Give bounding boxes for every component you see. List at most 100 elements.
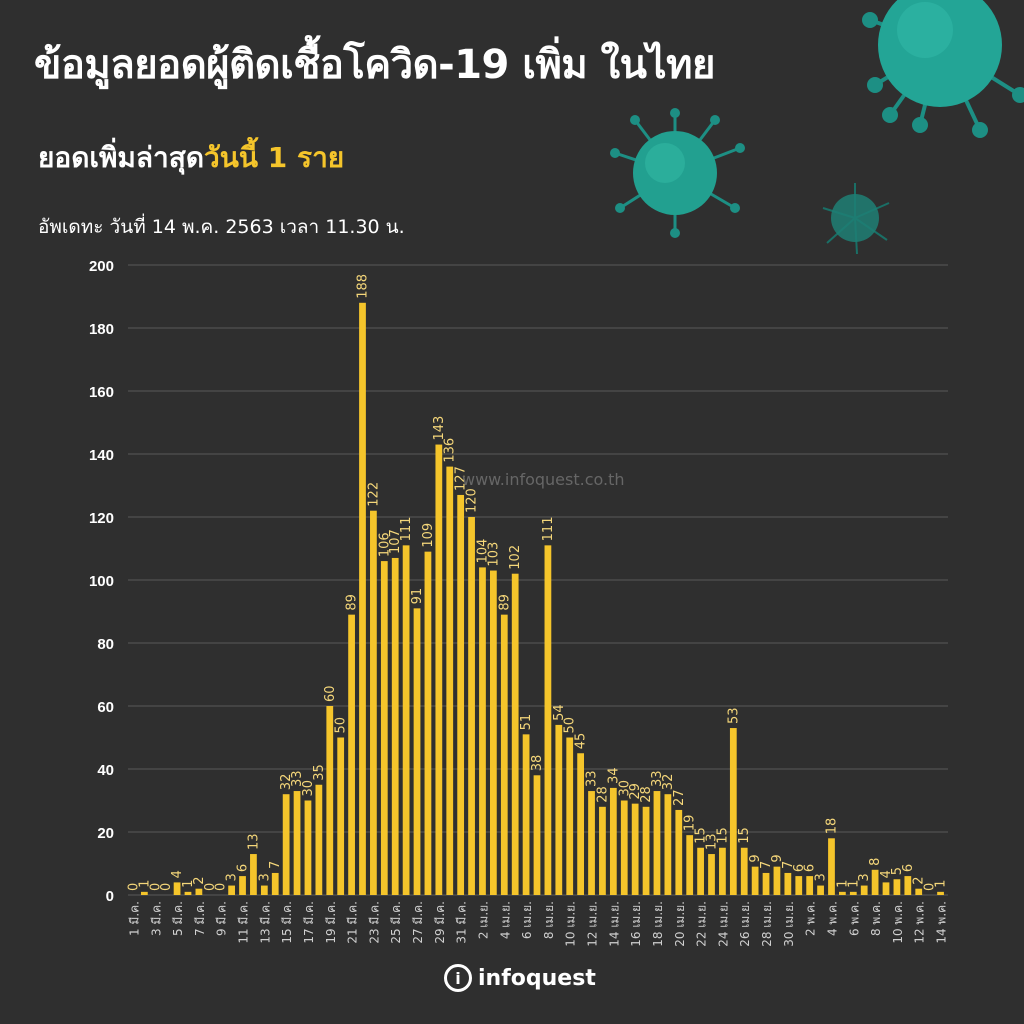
data-label: 0 (214, 883, 229, 891)
data-label: 188 (355, 274, 370, 299)
bar (849, 891, 857, 895)
x-tick-label: 8 เม.ย. (542, 901, 556, 939)
bar (228, 885, 235, 895)
data-label: 4 (879, 870, 894, 878)
data-label: 7 (781, 861, 796, 869)
bar (577, 753, 585, 895)
bar (500, 614, 508, 895)
data-label: 51 (519, 714, 534, 731)
data-label: 33 (290, 771, 305, 788)
y-tick-label: 40 (97, 762, 114, 779)
data-label: 3 (257, 873, 272, 881)
bar (348, 614, 355, 895)
data-label: 104 (475, 539, 490, 564)
x-tick-label: 4 เม.ย. (498, 901, 512, 939)
data-label: 38 (530, 755, 545, 772)
bar (653, 791, 661, 895)
data-label: 28 (639, 786, 654, 803)
y-tick-label: 200 (89, 258, 114, 275)
data-label: 3 (857, 873, 872, 881)
y-tick-label: 140 (89, 447, 114, 464)
bar (817, 885, 824, 895)
update-timestamp: อัพเดทะ วันที่ 14 พ.ค. 2563 เวลา 11.30 น… (38, 216, 405, 238)
watermark: www.infoquest.co.th (462, 470, 625, 489)
data-label: 6 (901, 864, 916, 872)
bar (239, 876, 246, 895)
data-label: 50 (334, 717, 349, 734)
bar (402, 545, 410, 895)
bar (708, 854, 715, 895)
x-tick-label: 13 มี.ค. (258, 901, 272, 944)
y-tick-label: 180 (89, 321, 114, 338)
y-tick-label: 80 (97, 636, 114, 653)
data-label: 107 (388, 529, 403, 554)
x-tick-label: 31 มี.ค. (455, 901, 469, 944)
bar (675, 809, 683, 895)
y-tick-label: 60 (97, 699, 114, 716)
bar (184, 891, 192, 895)
bar (173, 882, 181, 895)
x-tick-label: 14 เม.ย. (607, 901, 621, 947)
x-tick-label: 29 มี.ค. (433, 901, 447, 944)
x-tick-label: 1 มี.ค. (127, 901, 141, 936)
bar (609, 787, 617, 895)
bar (664, 794, 672, 895)
data-label: 18 (824, 818, 839, 835)
bar (533, 775, 541, 895)
data-label: 32 (279, 774, 294, 791)
data-label: 29 (628, 783, 643, 800)
data-label: 0 (923, 883, 938, 891)
bar (915, 888, 923, 895)
data-label: 15 (715, 827, 730, 844)
bar (860, 885, 868, 895)
data-label: 8 (868, 858, 883, 866)
x-tick-label: 6 พ.ค. (847, 901, 861, 936)
x-tick-label: 19 มี.ค. (324, 901, 338, 944)
x-tick-label: 24 เม.ย. (716, 901, 730, 947)
bar (697, 847, 704, 895)
data-label: 91 (410, 588, 425, 605)
data-label: 109 (421, 523, 436, 548)
data-label: 30 (301, 780, 316, 797)
bar (871, 869, 879, 895)
bar (457, 494, 465, 895)
data-label: 6 (236, 864, 251, 872)
data-label: 0 (203, 883, 218, 891)
bar (380, 561, 388, 895)
data-label: 1 (846, 880, 861, 888)
x-tick-label: 6 เม.ย. (520, 901, 534, 939)
bar (424, 551, 432, 895)
data-label: 35 (312, 764, 327, 781)
bar (435, 444, 443, 895)
bar (489, 570, 497, 895)
subtitle-prefix: ยอดเพิ่มล่าสุด (38, 141, 205, 174)
info-icon: i (444, 964, 472, 992)
x-tick-label: 12 พ.ค. (913, 901, 927, 944)
bar (250, 854, 257, 895)
bar (599, 806, 606, 895)
bar (140, 891, 148, 895)
data-label: 27 (672, 789, 687, 806)
bar (642, 806, 650, 895)
x-tick-label: 15 มี.ค. (280, 901, 294, 944)
virus-illustration-small (822, 183, 890, 255)
data-label: 32 (661, 774, 676, 791)
x-tick-label: 10 พ.ค. (891, 901, 905, 944)
bar (315, 784, 323, 895)
bar (195, 888, 203, 895)
data-label: 89 (345, 594, 360, 611)
data-label: 3 (225, 873, 240, 881)
bar (719, 847, 726, 895)
bar (904, 876, 912, 895)
data-label: 3 (814, 873, 829, 881)
bar (784, 872, 792, 895)
bar (828, 838, 835, 895)
data-label: 5 (890, 867, 905, 875)
bar (544, 545, 552, 895)
data-label: 120 (465, 488, 480, 513)
data-label: 89 (497, 594, 512, 611)
data-label: 1 (835, 880, 850, 888)
x-tick-label: 3 มี.ค. (149, 901, 163, 936)
bar (326, 706, 334, 895)
